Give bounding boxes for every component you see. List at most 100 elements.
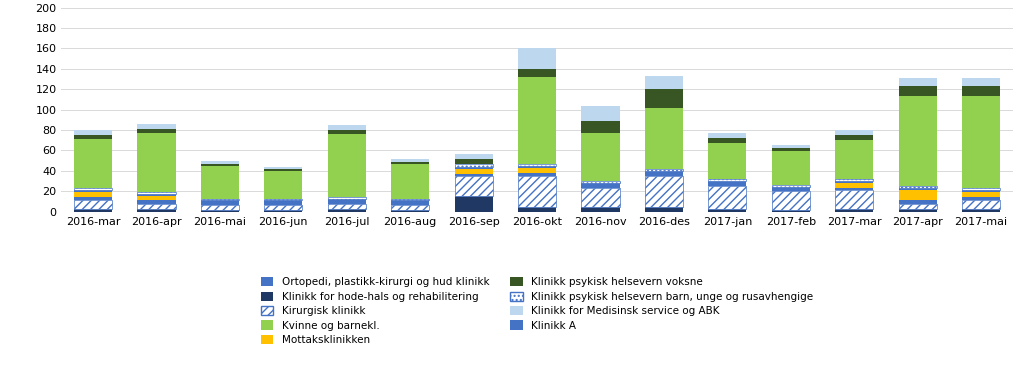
Bar [518, 164, 557, 166]
Bar [581, 121, 620, 133]
Bar [771, 146, 810, 149]
Bar [201, 164, 239, 166]
Bar [708, 179, 747, 181]
Bar [835, 188, 874, 190]
Bar [644, 171, 683, 173]
Bar [201, 203, 239, 204]
Bar [771, 210, 810, 212]
Bar [518, 77, 557, 164]
Bar [327, 134, 366, 197]
Bar [264, 204, 303, 210]
Bar [581, 183, 620, 185]
Bar [327, 201, 366, 203]
Bar [327, 209, 366, 212]
Bar [644, 169, 683, 171]
Bar [898, 186, 937, 188]
Bar [391, 159, 430, 162]
Bar [518, 173, 557, 176]
Bar [74, 197, 113, 200]
Bar [898, 86, 937, 96]
Bar [835, 190, 874, 209]
Bar [264, 200, 303, 203]
Bar [264, 171, 303, 200]
Bar [644, 89, 683, 108]
Bar [898, 78, 937, 86]
Bar [644, 176, 683, 206]
Bar [962, 192, 1000, 197]
Bar [454, 169, 493, 174]
Bar [518, 166, 557, 168]
Bar [708, 138, 747, 143]
Bar [454, 167, 493, 169]
Bar [454, 197, 493, 212]
Bar [201, 204, 239, 210]
Bar [327, 130, 366, 134]
Bar [137, 124, 176, 129]
Bar [771, 149, 810, 152]
Bar [581, 185, 620, 188]
Bar [391, 210, 430, 212]
Bar [518, 176, 557, 206]
Bar [74, 192, 113, 197]
Bar [835, 140, 874, 179]
Bar [962, 96, 1000, 188]
Bar [518, 168, 557, 173]
Bar [391, 200, 430, 203]
Bar [581, 206, 620, 212]
Bar [962, 190, 1000, 192]
Bar [137, 203, 176, 209]
Bar [74, 135, 113, 139]
Bar [962, 86, 1000, 96]
Bar [137, 129, 176, 133]
Bar [581, 181, 620, 183]
Bar [454, 159, 493, 164]
Bar [898, 96, 937, 186]
Bar [518, 206, 557, 212]
Bar [835, 179, 874, 181]
Bar [771, 191, 810, 210]
Bar [137, 197, 176, 200]
Bar [454, 174, 493, 176]
Bar [962, 78, 1000, 86]
Bar [391, 203, 430, 204]
Bar [962, 209, 1000, 212]
Bar [518, 48, 557, 69]
Bar [137, 133, 176, 192]
Bar [201, 200, 239, 203]
Bar [327, 125, 366, 130]
Bar [708, 209, 747, 212]
Bar [454, 164, 493, 167]
Bar [898, 209, 937, 212]
Bar [708, 143, 747, 179]
Bar [391, 164, 430, 200]
Bar [898, 188, 937, 190]
Bar [771, 189, 810, 191]
Bar [771, 185, 810, 187]
Bar [835, 135, 874, 140]
Bar [708, 181, 747, 183]
Bar [264, 210, 303, 212]
Bar [835, 183, 874, 188]
Bar [518, 69, 557, 77]
Bar [137, 194, 176, 197]
Bar [898, 203, 937, 209]
Bar [137, 192, 176, 194]
Bar [74, 209, 113, 212]
Bar [74, 200, 113, 209]
Bar [327, 197, 366, 200]
Legend: Ortopedi, plastikk-kirurgi og hud klinikk, Klinikk for hode-hals og rehabiliteri: Ortopedi, plastikk-kirurgi og hud klinik… [258, 274, 816, 348]
Bar [644, 76, 683, 89]
Bar [581, 105, 620, 121]
Bar [137, 200, 176, 203]
Bar [581, 133, 620, 181]
Bar [201, 210, 239, 212]
Bar [644, 206, 683, 212]
Bar [708, 183, 747, 186]
Bar [962, 197, 1000, 200]
Bar [264, 167, 303, 169]
Bar [962, 200, 1000, 209]
Bar [898, 190, 937, 200]
Bar [74, 130, 113, 135]
Bar [137, 209, 176, 212]
Bar [644, 173, 683, 176]
